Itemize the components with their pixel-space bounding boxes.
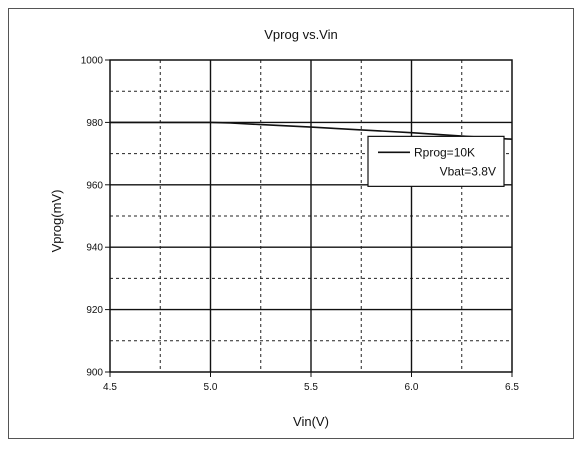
legend-label-line-1: Rprog=10K [414,145,475,159]
chart-frame: Vprog vs.Vin Vprog(mV) Vin(V) 900 920 940 9… [8,8,574,439]
legend-box [367,135,505,187]
grid [110,60,512,372]
x-tick-label: 5.0 [204,382,218,393]
x-tick-label: 6.0 [405,382,419,393]
chart-svg: Vprog vs.Vin Vprog(mV) Vin(V) 9009209409… [49,27,520,429]
y-tick-label: 900 [86,368,103,379]
y-tick-label: 920 [86,305,103,316]
y-tick-label: 980 [86,118,103,129]
series-line [110,121,513,140]
y-axis-label: Vprog(mV) [49,190,64,253]
y-tick-label: 940 [86,243,103,254]
tick-labels: 900 920 940 960 980 1000 4.5 5.0 5.5 6.0 6.5 [81,56,520,394]
series-layer [110,121,513,140]
chart-title: Vprog vs.Vin [264,27,337,42]
y-tick-label: 960 [86,180,103,191]
x-tick-label: 6.5 [505,382,519,393]
legend: Rprog=10K Vbat=3.8V [367,135,505,187]
legend-label-line-2: Vbat=3.8V [440,164,496,178]
x-tick-label: 4.5 [103,382,117,393]
x-axis-label: Vin(V) [293,414,329,429]
x-tick-label: 5.5 [304,382,318,393]
y-tick-label: 1000 [81,56,104,67]
